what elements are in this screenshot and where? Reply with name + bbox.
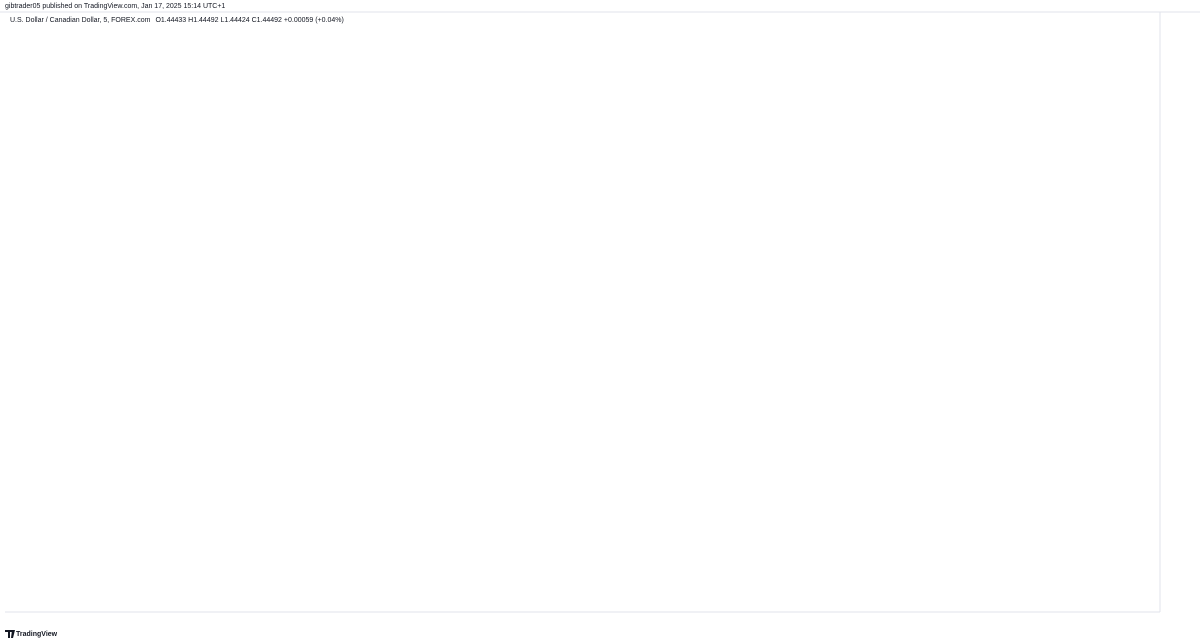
chart-title: U.S. Dollar / Canadian Dollar, 5, FOREX.… <box>10 17 151 24</box>
brand-logo <box>5 630 15 638</box>
ohlc-legend: O1.44433 H1.44492 L1.44424 C1.44492 +0.0… <box>155 17 343 24</box>
published-line: gibtrader05 published on TradingView.com… <box>5 3 225 10</box>
brand: TradingView <box>16 631 58 638</box>
